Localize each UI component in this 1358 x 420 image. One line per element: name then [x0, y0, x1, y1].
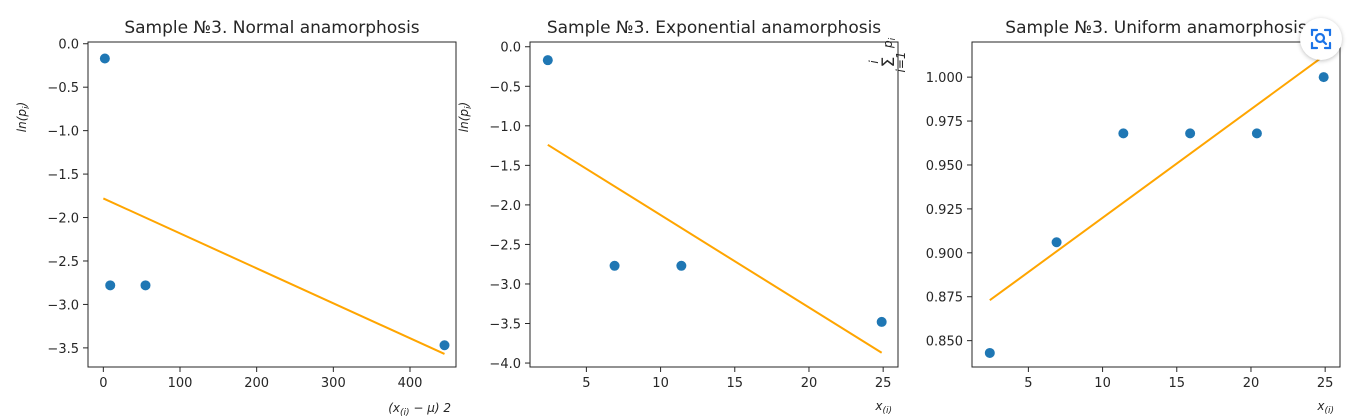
chart-title: Sample №3. Normal anamorphosis	[124, 18, 419, 38]
y-tick-label: −3.5	[47, 342, 79, 357]
y-tick-label: −3.5	[489, 318, 521, 333]
fit-line	[102, 197, 445, 355]
y-axis-label: ln(pi)	[457, 102, 474, 132]
data-point	[542, 55, 553, 66]
chart-title: Sample №3. Exponential anamorphosis	[547, 18, 881, 38]
visual-search-button[interactable]	[1300, 18, 1342, 60]
chart-title: Sample №3. Uniform anamorphosis	[1005, 18, 1307, 38]
y-axis-label-sub: i	[22, 106, 32, 109]
chart-2: Sample №3. Exponential anamorphosis 5 10 15…	[457, 18, 899, 416]
y-axis-label-close: )	[15, 102, 29, 108]
data-point	[105, 280, 116, 291]
y-tick-label: −3.0	[47, 298, 79, 313]
x-tick-label: 25	[1317, 376, 1334, 391]
x-tick-label: 20	[1243, 376, 1260, 391]
y-axis-label-lower: i=1	[894, 51, 908, 72]
x-axis-label: x(i)	[1316, 399, 1334, 416]
chart-1: Sample №3. Normal anamorphosis 0 100 200 300…	[15, 18, 457, 418]
y-tick-label: 0.875	[926, 291, 963, 306]
y-axis-label: ln(pi)	[15, 102, 32, 132]
y-tick-label: −2.5	[489, 238, 521, 253]
plot-frame	[529, 41, 899, 368]
y-axis-label-close: )	[457, 102, 471, 108]
y-tick-label: 0.0	[58, 38, 79, 53]
plot-frame	[87, 41, 457, 368]
y-tick-label: −0.5	[489, 80, 521, 95]
data-point	[876, 316, 887, 327]
y-axis-label-text: ln(pi)	[457, 102, 474, 132]
x-axis-label-sub: (i)	[400, 408, 410, 418]
x-tick-label: 0	[99, 376, 107, 391]
y-tick-label: 0.925	[926, 203, 963, 218]
y-axis-label-p: pi	[881, 37, 898, 49]
y-tick-label: −4.0	[489, 357, 521, 372]
x-axis-label-rest: − μ) 2	[410, 401, 451, 415]
x-tick-label: 10	[652, 376, 669, 391]
data-point	[984, 347, 995, 358]
y-tick-label: −1.0	[47, 125, 79, 140]
x-tick-label: 400	[398, 376, 423, 391]
y-axis-label-sigma: Σ	[879, 57, 899, 68]
fit-line	[547, 143, 883, 354]
y-tick-label: −2.5	[47, 255, 79, 270]
y-axis-label: iΣi=1pi	[867, 37, 908, 72]
y-tick-label: −2.0	[47, 212, 79, 227]
data-point	[1185, 128, 1196, 139]
y-tick-label: −3.0	[489, 278, 521, 293]
data-point	[439, 340, 450, 351]
y-tick-label: 0.850	[926, 335, 963, 350]
y-tick-label: 1.000	[926, 71, 963, 86]
x-axis-label: (x(i) − μ) 2	[388, 401, 451, 418]
chart-3: Sample №3. Uniform anamorphosis 5 10 15 20 25…	[867, 18, 1341, 416]
y-axis-label-text: ln(pi)	[15, 102, 32, 132]
y-tick-label: 0.0	[500, 41, 521, 56]
y-tick-label: 0.900	[926, 247, 963, 262]
x-axis-label-sub: (i)	[1324, 406, 1334, 416]
y-tick-label: −1.5	[47, 168, 79, 183]
data-point	[609, 260, 620, 271]
y-axis-label-sub: i	[464, 106, 474, 109]
plot-frame	[971, 41, 1341, 368]
data-point	[1251, 128, 1262, 139]
x-axis-label: x(i)	[874, 399, 892, 416]
y-tick-label: −2.0	[489, 199, 521, 214]
x-tick-label: 200	[244, 376, 269, 391]
fit-line	[989, 55, 1325, 302]
y-tick-label: 0.950	[926, 159, 963, 174]
x-tick-label: 10	[1094, 376, 1111, 391]
x-tick-label: 5	[1024, 376, 1032, 391]
data-point	[99, 53, 110, 64]
x-tick-label: 100	[168, 376, 193, 391]
y-tick-label: 0.975	[926, 115, 963, 130]
x-tick-label: 15	[727, 376, 744, 391]
x-tick-label: 25	[875, 376, 892, 391]
y-tick-label: −1.5	[489, 159, 521, 174]
x-tick-label: 20	[801, 376, 818, 391]
data-point	[1118, 128, 1129, 139]
lens-search-icon	[1310, 28, 1332, 50]
data-point	[1318, 72, 1329, 83]
data-point	[1051, 237, 1062, 248]
x-tick-label: 5	[582, 376, 590, 391]
x-tick-label: 15	[1169, 376, 1186, 391]
y-tick-label: −1.0	[489, 120, 521, 135]
data-point	[140, 280, 151, 291]
y-axis-label-p-sub: i	[888, 37, 898, 40]
y-axis-label-upper: i	[867, 60, 881, 64]
x-axis-label-sub: (i)	[882, 406, 892, 416]
y-tick-label: −0.5	[47, 81, 79, 96]
data-point	[676, 260, 687, 271]
x-tick-label: 300	[321, 376, 346, 391]
